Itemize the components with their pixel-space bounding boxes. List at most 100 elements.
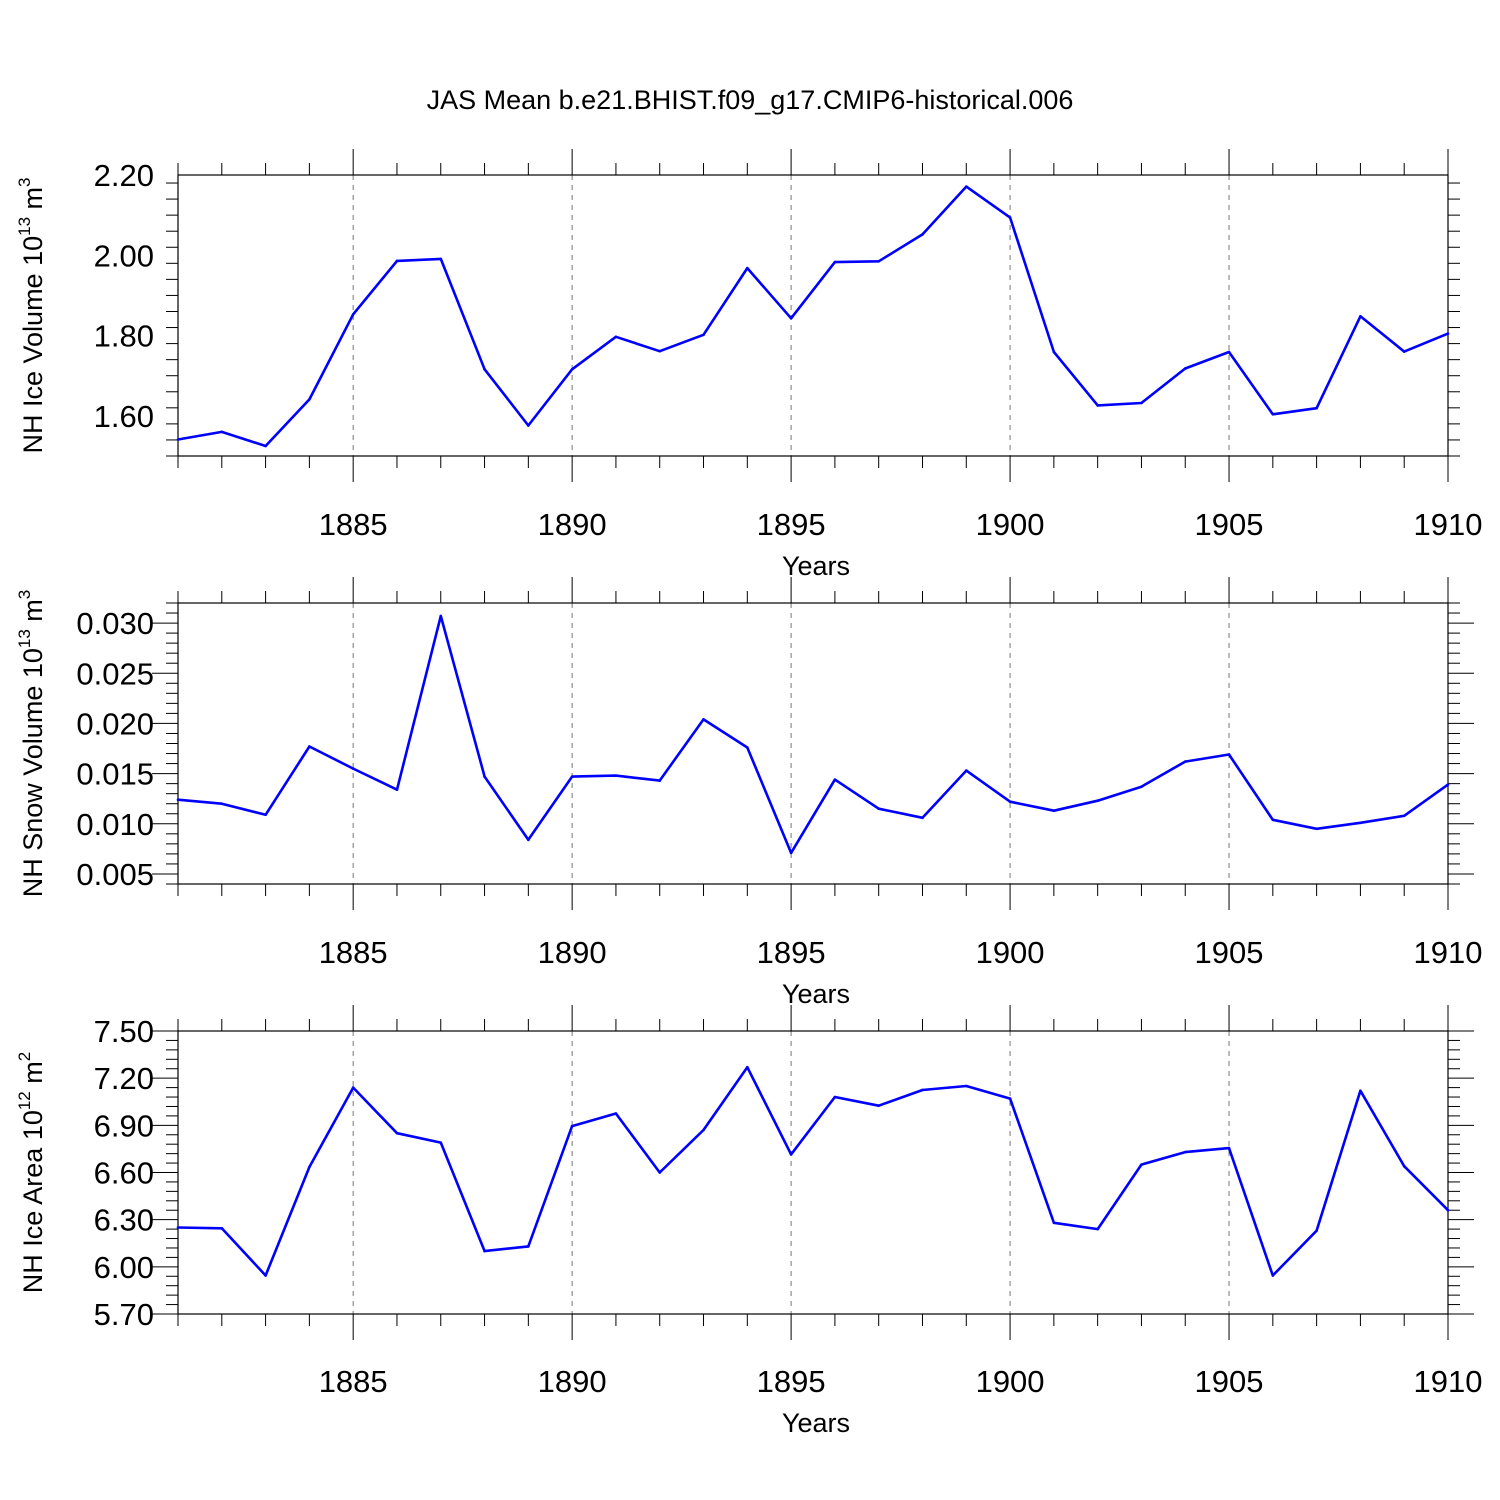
data-point xyxy=(789,1153,793,1156)
y-tick-label: 1.80 xyxy=(94,319,154,354)
y-tick-label: 7.50 xyxy=(94,1014,154,1049)
series-line xyxy=(177,1065,1449,1277)
data-point xyxy=(921,816,924,820)
y-tick-label: 5.70 xyxy=(94,1297,154,1332)
data-point xyxy=(264,1274,267,1277)
data-point xyxy=(1359,315,1362,318)
y-tick-label: 2.20 xyxy=(94,158,154,193)
data-point xyxy=(308,1165,311,1169)
y-tick-label: 0.010 xyxy=(76,807,154,842)
data-point xyxy=(833,1095,837,1099)
data-point xyxy=(1140,401,1143,405)
data-point xyxy=(395,788,399,791)
data-point xyxy=(702,333,705,337)
x-tick-label: 1885 xyxy=(319,935,388,970)
data-point xyxy=(308,398,311,401)
y-tick-label: 6.30 xyxy=(94,1203,154,1238)
data-point xyxy=(1052,350,1056,354)
data-point xyxy=(1402,1164,1406,1168)
panel-1: 1.60 1.80 2.00 2.20 1885 1890 1895 1900 1905 1910… xyxy=(15,149,1482,581)
data-point xyxy=(1183,1150,1187,1154)
series-line xyxy=(177,185,1449,448)
x-tick-label: 1890 xyxy=(538,1364,607,1399)
y-axis-label: NH Ice Volume 1013 m3 xyxy=(15,178,48,454)
data-point xyxy=(220,1227,224,1230)
data-point xyxy=(395,259,399,263)
data-point xyxy=(1446,1208,1450,1212)
data-point xyxy=(527,1245,530,1248)
data-point xyxy=(1052,809,1056,813)
data-point xyxy=(614,1112,618,1115)
x-tick-label: 1900 xyxy=(976,507,1045,542)
data-point xyxy=(833,260,837,264)
data-point xyxy=(439,1141,443,1144)
data-point xyxy=(351,1086,355,1089)
data-point xyxy=(1315,406,1318,410)
y-tick-label: 6.60 xyxy=(94,1156,154,1191)
series-line xyxy=(177,614,1449,855)
data-point xyxy=(1271,412,1275,416)
data-point xyxy=(264,813,267,817)
data-point xyxy=(746,266,749,270)
data-point xyxy=(1052,1221,1056,1225)
data-point xyxy=(439,614,443,618)
data-point xyxy=(1140,1163,1143,1166)
y-tick-label: 1.60 xyxy=(94,399,154,434)
data-point xyxy=(176,438,180,441)
data-point xyxy=(527,424,530,427)
data-point xyxy=(351,312,355,316)
panel-3: 5.70 6.00 6.30 6.60 6.90 7.20 7.50 1885 1890 1895… xyxy=(15,1005,1482,1438)
x-axis-label: Years xyxy=(782,551,850,581)
y-tick-label: 0.005 xyxy=(76,857,154,892)
y-tick-label: 0.030 xyxy=(76,606,154,641)
data-point xyxy=(483,1249,486,1253)
data-point xyxy=(570,775,574,778)
data-point xyxy=(614,335,618,339)
data-point xyxy=(570,1124,574,1128)
y-axis-label: NH Ice Area 1012 m2 xyxy=(15,1052,48,1293)
x-tick-label: 1900 xyxy=(976,1364,1045,1399)
x-tick-label: 1895 xyxy=(757,935,826,970)
data-point xyxy=(1446,783,1450,786)
data-point xyxy=(308,745,311,748)
data-point xyxy=(570,367,574,371)
plot-frame xyxy=(177,174,1449,457)
y-tick-label: 0.025 xyxy=(76,656,154,691)
data-point xyxy=(877,807,880,811)
x-tick-label: 1905 xyxy=(1195,507,1264,542)
data-point xyxy=(395,1131,399,1135)
data-point xyxy=(1359,821,1362,825)
data-point xyxy=(702,718,705,721)
data-point xyxy=(1008,1097,1012,1100)
x-tick-label: 1885 xyxy=(319,507,388,542)
data-point xyxy=(964,769,968,772)
data-point xyxy=(351,767,355,770)
chart-title: JAS Mean b.e21.BHIST.f09_g17.CMIP6-histo… xyxy=(426,85,1074,115)
data-point xyxy=(1008,216,1012,219)
data-point xyxy=(921,1088,924,1092)
x-tick-label: 1890 xyxy=(538,507,607,542)
data-point xyxy=(1227,1146,1231,1150)
data-point xyxy=(1183,760,1187,763)
data-point xyxy=(1227,753,1231,756)
data-point xyxy=(1140,785,1143,788)
data-point xyxy=(1183,367,1187,370)
data-point xyxy=(833,778,837,781)
data-point xyxy=(1096,1227,1099,1231)
data-point xyxy=(964,185,968,188)
data-point xyxy=(1096,404,1099,407)
x-tick-label: 1910 xyxy=(1414,935,1483,970)
x-tick-label: 1895 xyxy=(757,507,826,542)
data-point xyxy=(658,779,662,782)
y-axis-label: NH Snow Volume 1013 m3 xyxy=(15,590,48,898)
plot-frame xyxy=(177,602,1449,885)
data-point xyxy=(658,1171,662,1174)
data-point xyxy=(1008,800,1012,804)
data-point xyxy=(527,838,530,842)
data-point xyxy=(1315,827,1318,831)
panel-2: 0.005 0.010 0.015 0.020 0.025 0.030 1885 1890 18… xyxy=(15,577,1482,1009)
data-point xyxy=(746,1065,749,1069)
data-point xyxy=(746,746,749,749)
data-point xyxy=(877,1104,880,1107)
